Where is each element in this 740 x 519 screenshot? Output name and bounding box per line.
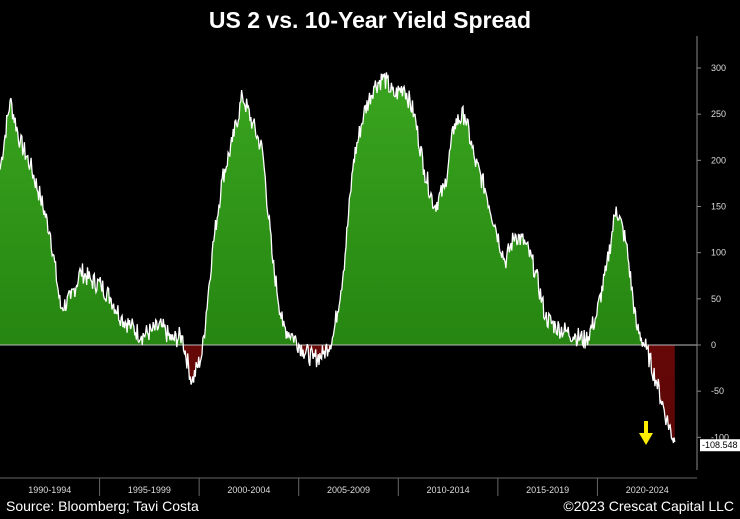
y-tick-label: 150 bbox=[711, 202, 726, 212]
x-tick-label: 1990-1994 bbox=[28, 485, 71, 495]
y-tick-label: 0 bbox=[711, 340, 716, 350]
x-tick-label: 2020-2024 bbox=[626, 485, 669, 495]
last-value-box bbox=[700, 439, 740, 452]
spread-series-line bbox=[0, 72, 676, 444]
copyright-note: ©2023 Crescat Capital LLC bbox=[563, 498, 734, 514]
chart-svg: US 2 vs. 10-Year Yield Spread 300 250 200 1… bbox=[0, 7, 740, 496]
source-note: Source: Bloomberg; Tavi Costa bbox=[6, 498, 199, 514]
x-tick-label: 1995-1999 bbox=[128, 485, 171, 495]
plot-area bbox=[0, 72, 697, 444]
x-tick-label: 2005-2009 bbox=[327, 485, 370, 495]
x-tick-label: 2010-2014 bbox=[427, 485, 470, 495]
x-tick-label: 2000-2004 bbox=[227, 485, 270, 495]
x-tick-label: 2015-2019 bbox=[526, 485, 569, 495]
y-tick-label: 200 bbox=[711, 155, 726, 165]
positive-spread-area bbox=[0, 72, 675, 345]
last-value-label: -108.548 bbox=[702, 440, 738, 450]
y-tick-label: -50 bbox=[711, 386, 724, 396]
y-tick-label: 300 bbox=[711, 63, 726, 73]
y-tick-label: 50 bbox=[711, 294, 721, 304]
down-arrow-icon bbox=[639, 421, 653, 445]
y-tick-label: -100 bbox=[711, 432, 729, 442]
y-tick-label: 100 bbox=[711, 248, 726, 258]
axes: 300 250 200 150 100 50 0 -50 -100 1990-1994 1995-1… bbox=[0, 36, 729, 496]
annotations: -108.548 bbox=[639, 421, 740, 452]
y-tick-label: 250 bbox=[711, 109, 726, 119]
chart-title: US 2 vs. 10-Year Yield Spread bbox=[209, 7, 531, 33]
